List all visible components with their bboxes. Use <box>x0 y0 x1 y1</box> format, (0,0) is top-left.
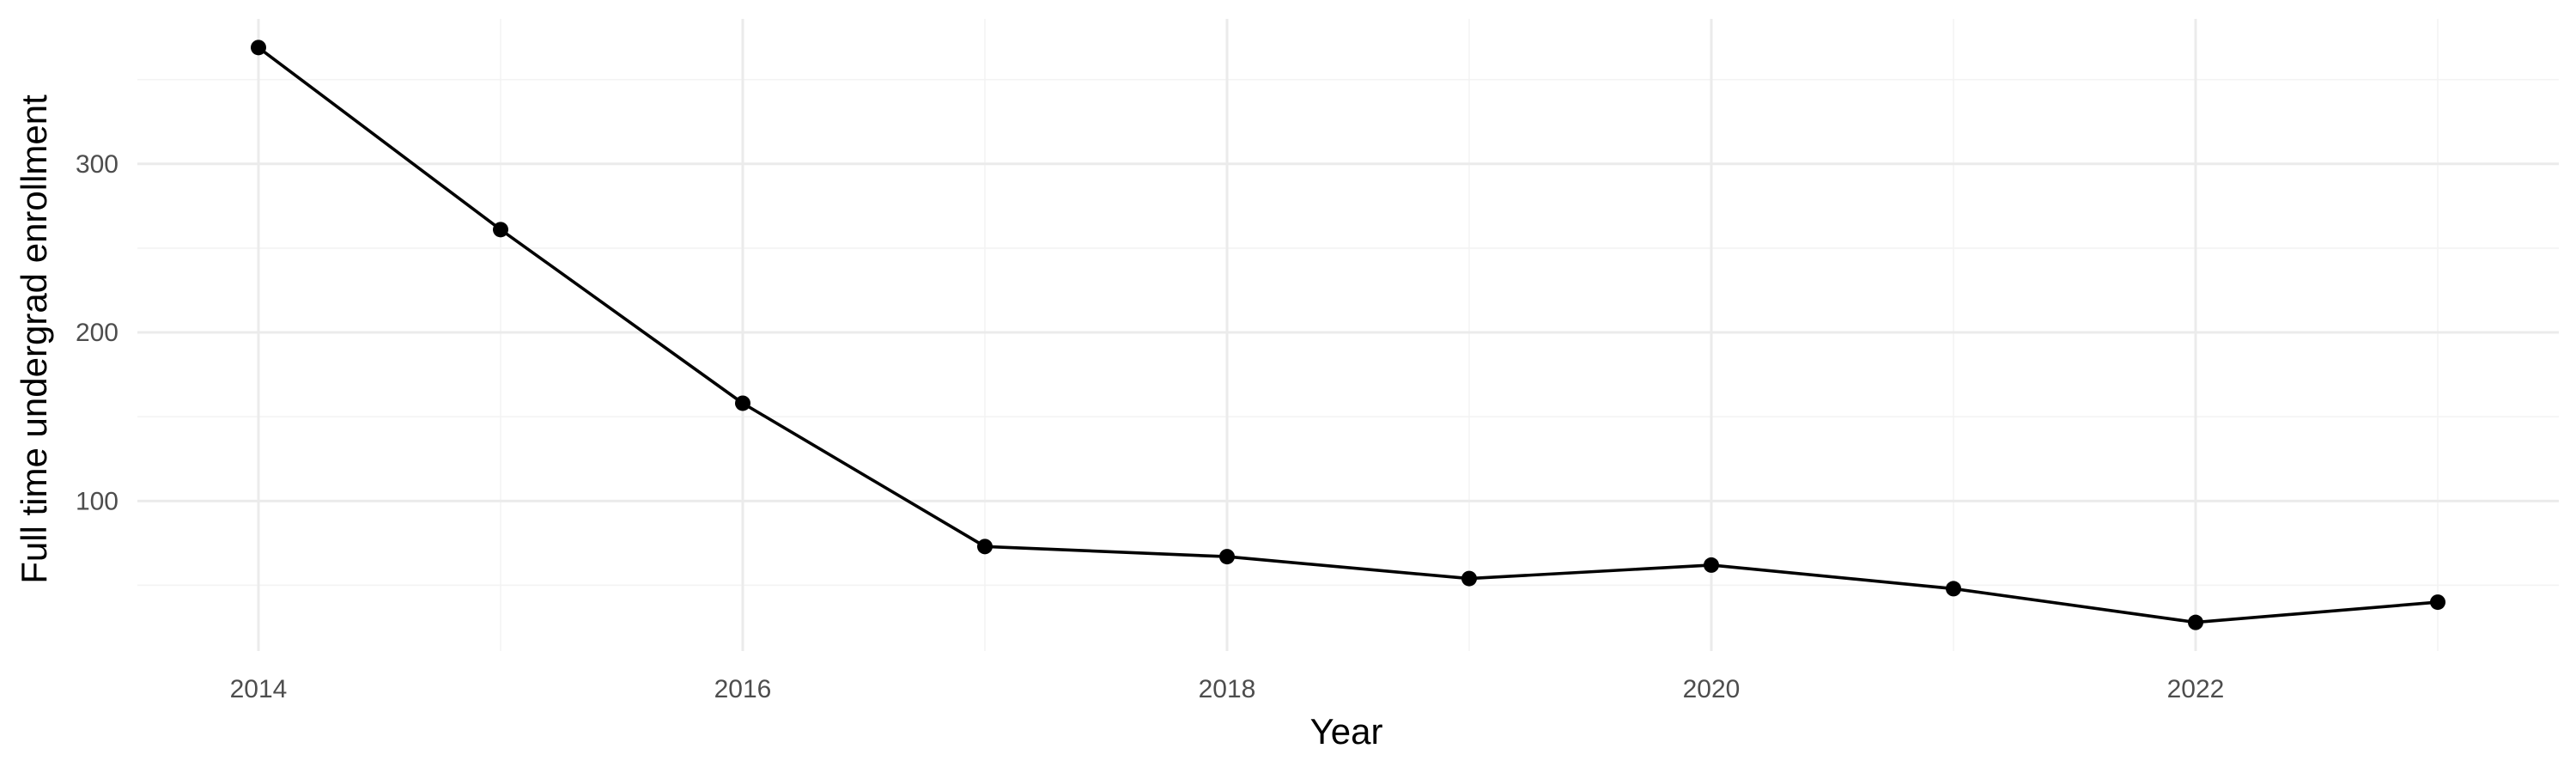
data-point <box>735 395 750 411</box>
data-point <box>2430 594 2445 611</box>
x-tick-label: 2022 <box>2167 675 2225 703</box>
x-tick-label: 2018 <box>1199 675 1256 703</box>
x-axis-title: Year <box>1310 711 1383 752</box>
series-layer <box>251 40 2445 630</box>
data-point <box>977 539 993 555</box>
y-axis-title: Full time undergrad enrollment <box>14 94 54 584</box>
data-point <box>1461 570 1477 587</box>
data-point <box>1704 557 1719 573</box>
y-tick-label: 200 <box>76 319 118 347</box>
data-point <box>1219 549 1235 565</box>
tick-labels: 2014 2016 2018 2020 2022 100 200 300 <box>76 150 2224 703</box>
y-tick-label: 300 <box>76 150 118 179</box>
y-tick-label: 100 <box>76 487 118 515</box>
data-point <box>2188 614 2203 630</box>
data-point <box>251 40 266 56</box>
data-point <box>493 222 508 238</box>
data-point <box>1946 581 1961 597</box>
x-tick-label: 2020 <box>1683 675 1741 703</box>
series-line <box>257 46 2439 624</box>
x-tick-label: 2014 <box>230 675 288 703</box>
grid-lines <box>137 19 2559 651</box>
x-tick-label: 2016 <box>714 675 772 703</box>
